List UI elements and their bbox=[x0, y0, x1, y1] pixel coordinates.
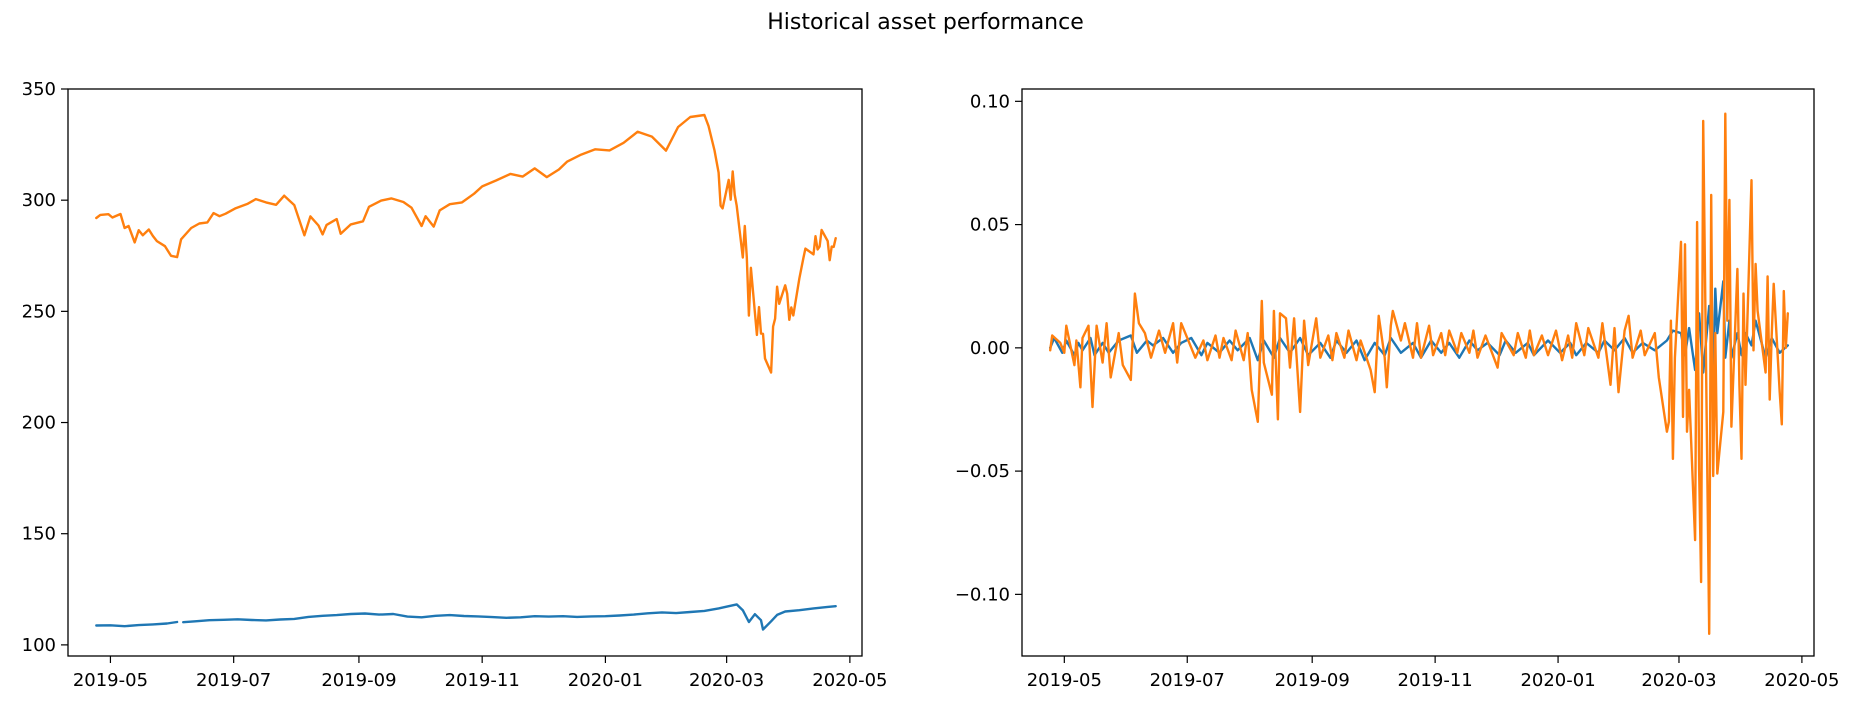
y-tick-label: 300 bbox=[22, 190, 56, 211]
y-tick-label: 200 bbox=[22, 413, 56, 434]
y-tick-label: 100 bbox=[22, 635, 56, 656]
x-tick-label: 2019-05 bbox=[1027, 670, 1102, 691]
x-tick-label: 2019-09 bbox=[1275, 670, 1350, 691]
axes-frame bbox=[1021, 88, 1815, 657]
series-line-2 bbox=[1049, 112, 1789, 635]
series-line-2 bbox=[95, 113, 837, 374]
y-tick-label: 150 bbox=[22, 524, 56, 545]
y-tick-label: 0.10 bbox=[970, 91, 1010, 112]
x-tick-label: 2020-01 bbox=[1520, 670, 1595, 691]
x-tick-label: 2019-05 bbox=[73, 670, 148, 691]
x-tick-label: 2020-05 bbox=[1764, 670, 1839, 691]
x-tick-label: 2020-03 bbox=[689, 670, 764, 691]
y-tick-label: 0.05 bbox=[970, 215, 1010, 236]
subplot-2: 2019-05 2019-07 2019-09 2019-11 2020-01 2020-… bbox=[955, 88, 1840, 691]
subplot-1: 2019-05 2019-07 2019-09 2019-11 2020-01 2020-… bbox=[22, 79, 888, 691]
y-tick-label: 350 bbox=[22, 79, 56, 100]
x-tick-label: 2020-05 bbox=[812, 670, 887, 691]
x-tick-label: 2020-03 bbox=[1641, 670, 1716, 691]
x-tick-label: 2019-11 bbox=[445, 670, 520, 691]
y-tick-label: 250 bbox=[22, 301, 56, 322]
y-tick-label: −0.10 bbox=[955, 584, 1010, 605]
axes-frame bbox=[67, 88, 863, 657]
chart-title: Historical asset performance bbox=[767, 10, 1084, 35]
y-tick-label: 0.00 bbox=[970, 338, 1010, 359]
y-tick-label: −0.05 bbox=[955, 461, 1010, 482]
x-tick-label: 2019-09 bbox=[321, 670, 396, 691]
x-tick-label: 2019-07 bbox=[1150, 670, 1225, 691]
series-line-1 bbox=[95, 603, 837, 631]
x-tick-label: 2019-11 bbox=[1398, 670, 1473, 691]
x-tick-label: 2020-01 bbox=[568, 670, 643, 691]
x-tick-label: 2019-07 bbox=[196, 670, 271, 691]
